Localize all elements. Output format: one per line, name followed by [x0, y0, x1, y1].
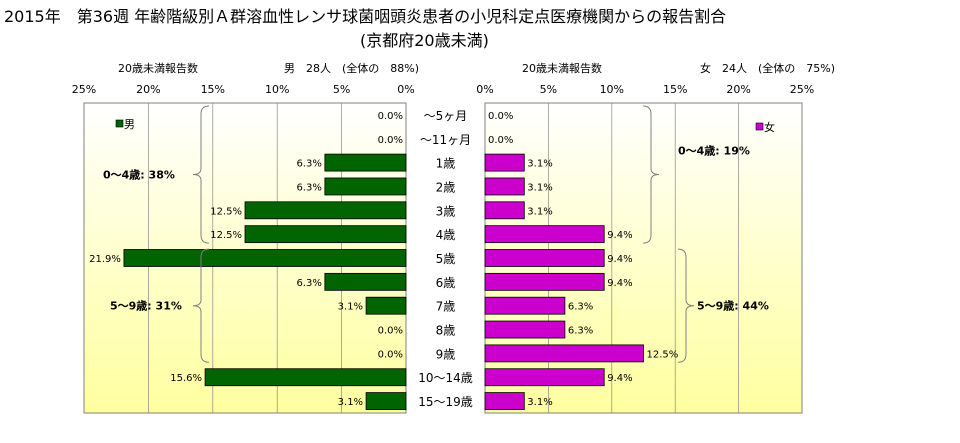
- female-bar-value-label: 9.4%: [607, 278, 632, 289]
- right-annotation-0-4: 0～4歳: 19%: [678, 144, 750, 158]
- female-bar-value-label: 3.1%: [527, 159, 552, 170]
- male-bar-value-label: 21.9%: [89, 254, 121, 265]
- left-brace-0-4: [192, 105, 210, 244]
- female-bar: [484, 249, 605, 267]
- male-bar: [324, 272, 407, 291]
- male-bar: [123, 249, 407, 267]
- female-legend-label: 女: [764, 120, 775, 134]
- age-category-label: 1歳: [436, 157, 456, 171]
- age-category-label: 8歳: [436, 324, 456, 338]
- left-annotation-5-9: 5～9歳: 31%: [110, 299, 182, 313]
- male-legend-swatch: [115, 119, 124, 128]
- female-bar-value-label: 0.0%: [488, 135, 513, 146]
- right-brace-0-4: [642, 105, 660, 244]
- male-bar-value-label: 6.3%: [296, 278, 321, 289]
- right-summary: 女 24人 (全体の 75%): [700, 61, 835, 75]
- male-bar-value-label: 3.1%: [338, 397, 363, 408]
- female-bar-value-label: 0.0%: [488, 111, 513, 122]
- female-bar-value-label: 3.1%: [527, 397, 552, 408]
- female-bar: [484, 392, 525, 410]
- right-tick-label: 25%: [790, 83, 814, 96]
- male-bar-value-label: 3.1%: [338, 302, 363, 313]
- chart-title-line1: 2015年 第36週 年齢階級別Ａ群溶血性レンサ球菌咽頭炎患者の小児科定点医療機…: [4, 7, 727, 26]
- female-bar: [484, 153, 525, 172]
- male-bar: [324, 177, 407, 196]
- left-tick-label: 0%: [397, 83, 414, 96]
- male-bar-value-label: 0.0%: [378, 326, 403, 337]
- female-bar-value-label: 9.4%: [607, 230, 632, 241]
- right-tick-label: 15%: [663, 83, 687, 96]
- female-bar-value-label: 3.1%: [527, 182, 552, 193]
- left-brace-5-9: [192, 248, 210, 363]
- age-category-label: 7歳: [436, 300, 456, 314]
- female-bar-value-label: 6.3%: [568, 302, 593, 313]
- left-tick-label: 20%: [136, 83, 160, 96]
- age-category-label: 3歳: [436, 204, 456, 218]
- left-tick-label: 5%: [333, 83, 350, 96]
- age-category-label: 5歳: [436, 252, 456, 266]
- right-tick-label: 20%: [726, 83, 750, 96]
- female-bar: [484, 296, 566, 315]
- age-category-label: 6歳: [436, 276, 456, 290]
- female-bar-value-label: 9.4%: [607, 373, 632, 384]
- male-bar-value-label: 0.0%: [378, 349, 403, 360]
- right-tick-label: 5%: [540, 83, 557, 96]
- female-bar-value-label: 9.4%: [607, 254, 632, 265]
- female-bar: [484, 368, 605, 387]
- male-bar: [365, 392, 407, 410]
- right-annotation-5-9: 5～9歳: 44%: [697, 299, 769, 313]
- male-bar-value-label: 0.0%: [378, 111, 403, 122]
- right-header: 20歳未満報告数: [522, 62, 602, 75]
- female-bar: [484, 344, 644, 363]
- female-bar-value-label: 12.5%: [647, 349, 679, 360]
- male-bar-value-label: 15.6%: [170, 373, 202, 384]
- female-bar-value-label: 6.3%: [568, 326, 593, 337]
- male-bar-value-label: 12.5%: [210, 206, 242, 217]
- age-category-label: 10～14歳: [418, 371, 473, 385]
- chart-title-line2: (京都府20歳未満): [360, 31, 489, 50]
- left-tick-label: 25%: [72, 83, 96, 96]
- male-bar: [204, 368, 407, 387]
- chart-title: 2015年 第36週 年齢階級別Ａ群溶血性レンサ球菌咽頭炎患者の小児科定点医療機…: [0, 3, 960, 60]
- age-category-label: 2歳: [436, 180, 456, 194]
- right-tick-label: 0%: [476, 83, 493, 96]
- age-category-label: 9歳: [436, 347, 456, 361]
- age-category-label: 4歳: [436, 228, 456, 242]
- male-bar-value-label: 6.3%: [296, 182, 321, 193]
- right-brace-5-9: [677, 248, 695, 363]
- male-bar: [244, 201, 407, 220]
- age-category-label: 15～19歳: [418, 395, 473, 409]
- left-tick-label: 15%: [201, 83, 225, 96]
- left-header: 20歳未満報告数: [118, 62, 198, 75]
- female-bar: [484, 201, 525, 220]
- male-bar-value-label: 0.0%: [378, 135, 403, 146]
- male-legend-label: 男: [124, 118, 135, 131]
- male-bar: [324, 153, 407, 172]
- female-bar: [484, 225, 605, 244]
- female-bar-value-label: 3.1%: [527, 206, 552, 217]
- right-tick-label: 10%: [600, 83, 624, 96]
- female-bar: [484, 272, 605, 291]
- male-bar: [244, 225, 407, 244]
- female-bar: [484, 177, 525, 196]
- female-bar: [484, 320, 566, 339]
- left-annotation-0-4: 0～4歳: 38%: [103, 168, 175, 182]
- left-summary: 男 28人 (全体の 88%): [284, 61, 419, 75]
- male-bar: [365, 296, 407, 315]
- age-category-label: ～5ヶ月: [424, 109, 468, 123]
- male-bar-value-label: 12.5%: [210, 230, 242, 241]
- age-category-label: ～11ヶ月: [420, 133, 471, 147]
- left-tick-label: 10%: [265, 83, 289, 96]
- male-bar-value-label: 6.3%: [296, 159, 321, 170]
- female-legend-swatch: [755, 122, 764, 131]
